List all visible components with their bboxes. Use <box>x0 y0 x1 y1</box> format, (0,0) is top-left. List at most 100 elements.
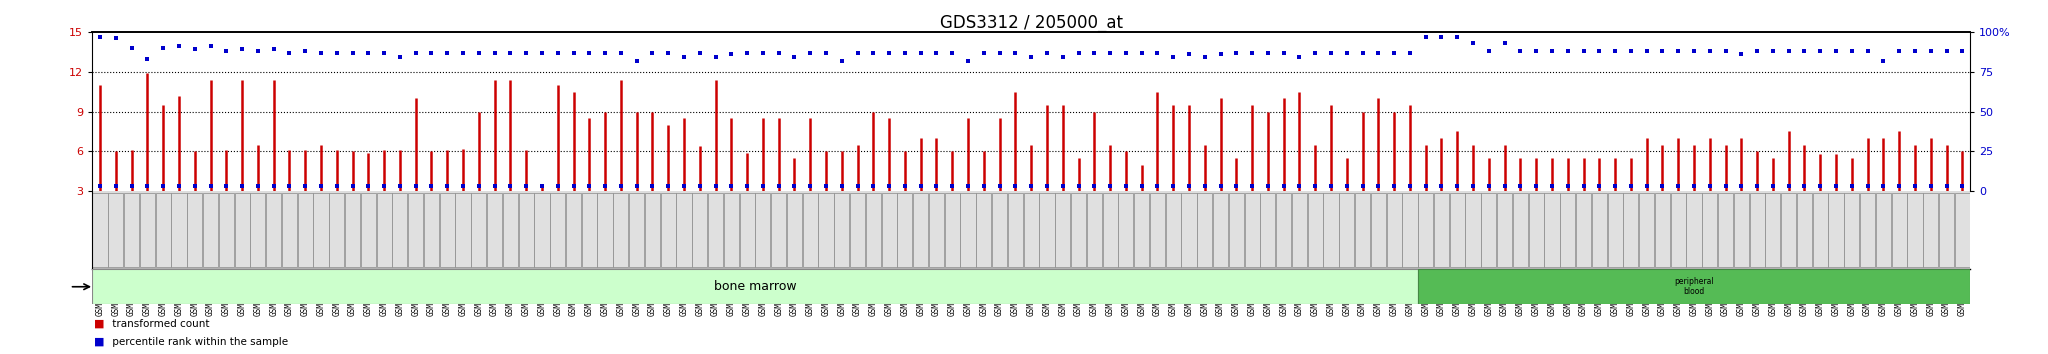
Point <box>1456 40 1489 46</box>
Point <box>698 183 731 189</box>
Point <box>1094 50 1126 56</box>
Point <box>147 183 180 189</box>
Point <box>1409 183 1442 189</box>
FancyBboxPatch shape <box>1434 193 1450 268</box>
Point <box>1014 183 1047 189</box>
FancyBboxPatch shape <box>471 193 485 268</box>
Point <box>416 183 449 189</box>
Point <box>745 183 778 189</box>
Point <box>526 183 559 189</box>
Point <box>1520 183 1552 189</box>
Point <box>967 50 999 56</box>
FancyBboxPatch shape <box>250 193 266 268</box>
Point <box>1268 50 1300 56</box>
FancyBboxPatch shape <box>1417 269 1970 304</box>
Point <box>494 50 526 56</box>
Point <box>1473 183 1505 189</box>
FancyBboxPatch shape <box>866 193 881 268</box>
Point <box>1583 48 1616 54</box>
Point <box>195 44 227 49</box>
FancyBboxPatch shape <box>487 193 502 268</box>
FancyBboxPatch shape <box>850 193 864 268</box>
Point <box>952 58 985 63</box>
FancyBboxPatch shape <box>1040 193 1055 268</box>
FancyBboxPatch shape <box>330 193 344 268</box>
FancyBboxPatch shape <box>283 193 297 268</box>
Point <box>1282 183 1315 189</box>
Point <box>1614 48 1647 54</box>
Point <box>1346 183 1378 189</box>
FancyBboxPatch shape <box>629 193 645 268</box>
FancyBboxPatch shape <box>535 193 549 268</box>
FancyBboxPatch shape <box>598 193 612 268</box>
FancyBboxPatch shape <box>1497 193 1511 268</box>
Point <box>1772 183 1804 189</box>
Point <box>1204 51 1237 57</box>
FancyBboxPatch shape <box>944 193 961 268</box>
Point <box>1898 48 1931 54</box>
FancyBboxPatch shape <box>1292 193 1307 268</box>
Point <box>1567 183 1599 189</box>
Point <box>621 58 653 63</box>
FancyBboxPatch shape <box>834 193 850 268</box>
Point <box>1536 48 1569 54</box>
Point <box>1315 50 1348 56</box>
FancyBboxPatch shape <box>786 193 803 268</box>
FancyBboxPatch shape <box>344 193 360 268</box>
FancyBboxPatch shape <box>92 269 1417 304</box>
FancyBboxPatch shape <box>1198 193 1212 268</box>
Point <box>1188 183 1221 189</box>
Point <box>305 183 338 189</box>
FancyBboxPatch shape <box>408 193 424 268</box>
FancyBboxPatch shape <box>551 193 565 268</box>
Point <box>225 47 258 52</box>
Point <box>319 50 352 56</box>
Point <box>1851 48 1884 54</box>
FancyBboxPatch shape <box>897 193 913 268</box>
Point <box>825 58 858 63</box>
Point <box>588 183 621 189</box>
Point <box>637 50 670 56</box>
Point <box>242 183 274 189</box>
Point <box>1489 183 1522 189</box>
FancyBboxPatch shape <box>172 193 186 268</box>
Point <box>825 183 858 189</box>
Point <box>1425 34 1458 40</box>
Point <box>1077 183 1110 189</box>
FancyBboxPatch shape <box>1403 193 1417 268</box>
Point <box>983 183 1016 189</box>
Point <box>1124 183 1157 189</box>
Point <box>84 34 117 40</box>
Point <box>195 183 227 189</box>
FancyBboxPatch shape <box>692 193 707 268</box>
Point <box>1235 50 1268 56</box>
Point <box>905 183 938 189</box>
Point <box>1677 183 1710 189</box>
Point <box>1757 48 1790 54</box>
Point <box>684 183 717 189</box>
Point <box>1520 48 1552 54</box>
Point <box>383 183 416 189</box>
Point <box>289 48 322 54</box>
Point <box>1694 48 1726 54</box>
Point <box>1268 183 1300 189</box>
FancyBboxPatch shape <box>297 193 313 268</box>
FancyBboxPatch shape <box>1481 193 1497 268</box>
Point <box>1030 50 1063 56</box>
Point <box>795 50 827 56</box>
FancyBboxPatch shape <box>676 193 692 268</box>
Point <box>905 50 938 56</box>
Point <box>1489 40 1522 46</box>
Point <box>889 50 922 56</box>
FancyBboxPatch shape <box>1638 193 1655 268</box>
Point <box>872 50 905 56</box>
Point <box>477 50 512 56</box>
Point <box>541 183 573 189</box>
Point <box>1362 50 1395 56</box>
Point <box>668 55 700 60</box>
Point <box>778 183 811 189</box>
FancyBboxPatch shape <box>1608 193 1622 268</box>
FancyBboxPatch shape <box>1513 193 1528 268</box>
FancyBboxPatch shape <box>360 193 377 268</box>
Point <box>637 183 670 189</box>
